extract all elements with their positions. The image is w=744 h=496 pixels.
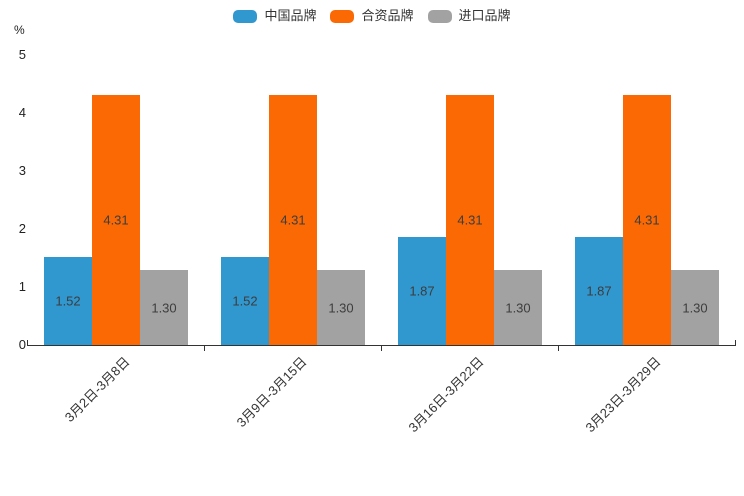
bar-value-label: 4.31 (280, 212, 306, 228)
bar-series2-cat2: 1.30 (494, 270, 542, 345)
legend-swatch-icon (233, 9, 258, 23)
y-axis-tick-label: 0 (18, 337, 26, 352)
chart-legend: 中国品牌 合资品牌 进口品牌 (0, 8, 744, 24)
bar-value-label: 1.52 (232, 293, 258, 309)
bar-value-label: 1.52 (55, 293, 81, 309)
bar-value-label: 1.30 (682, 300, 708, 315)
y-axis-tick-label: 4 (18, 105, 26, 120)
bar-series0-cat2: 1.87 (398, 237, 446, 345)
x-axis-tick (735, 340, 736, 345)
bar-value-label: 1.30 (151, 300, 177, 315)
bar-series0-cat0: 1.52 (44, 257, 92, 345)
y-axis-tick-label: 5 (18, 47, 26, 62)
bar-series2-cat3: 1.30 (671, 270, 719, 345)
bar-series0-cat1: 1.52 (221, 257, 269, 345)
bar-series2-cat1: 1.30 (317, 270, 365, 345)
bar-series2-cat0: 1.30 (140, 270, 188, 345)
legend-label: 进口品牌 (458, 8, 511, 23)
bar-value-label: 4.31 (457, 212, 483, 228)
legend-swatch-icon (427, 9, 452, 23)
legend-item-0[interactable]: 中国品牌 (233, 8, 316, 24)
x-axis-category-label: 3月23日-3月29日 (582, 354, 664, 436)
bar-series1-cat1: 4.31 (269, 95, 317, 345)
x-axis-category-label: 3月2日-3月8日 (61, 354, 133, 425)
bar-series0-cat3: 1.87 (575, 237, 623, 345)
bar-series1-cat3: 4.31 (623, 95, 671, 345)
x-axis-line (27, 345, 736, 346)
x-axis-tick (381, 346, 382, 351)
legend-label: 中国品牌 (264, 8, 317, 23)
y-axis-tick-label: 1 (18, 279, 26, 294)
x-axis-tick (558, 346, 559, 351)
legend-label: 合资品牌 (361, 8, 414, 23)
legend-item-1[interactable]: 合资品牌 (330, 8, 414, 24)
bar-value-label: 1.30 (328, 300, 354, 315)
legend-item-2[interactable]: 进口品牌 (427, 8, 511, 24)
y-axis-unit-label: % (14, 23, 25, 37)
y-axis-tick-label: 3 (18, 163, 26, 178)
bar-value-label: 1.30 (505, 300, 531, 315)
x-axis-tick (27, 340, 28, 345)
x-axis-category-label: 3月9日-3月15日 (233, 354, 310, 431)
bar-value-label: 4.31 (103, 212, 129, 228)
x-axis-category-label: 3月16日-3月22日 (405, 354, 487, 436)
bar-series1-cat0: 4.31 (92, 95, 140, 345)
bar-value-label: 1.87 (586, 283, 612, 299)
bar-value-label: 1.87 (409, 283, 435, 299)
x-axis-tick (204, 346, 205, 351)
legend-swatch-icon (330, 9, 355, 23)
bar-value-label: 4.31 (634, 212, 660, 228)
y-axis-tick-label: 2 (18, 221, 26, 236)
bar-series1-cat2: 4.31 (446, 95, 494, 345)
